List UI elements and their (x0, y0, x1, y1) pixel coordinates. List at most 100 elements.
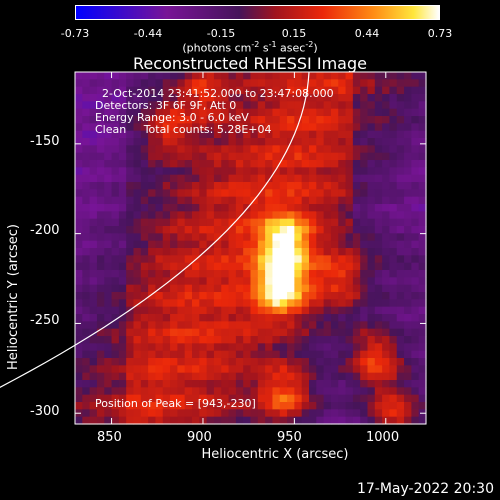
heatmap-cell (228, 86, 237, 95)
heatmap-cell (162, 101, 171, 110)
heatmap-cell (330, 402, 339, 410)
heatmap-cell (360, 116, 369, 124)
heatmap-cell (206, 101, 215, 110)
heatmap-cell (287, 270, 295, 278)
heatmap-cell (272, 240, 281, 249)
heatmap-cell (257, 138, 266, 146)
heatmap-cell (235, 160, 244, 168)
heatmap-cell (279, 277, 288, 286)
heatmap-cell (213, 196, 222, 205)
heatmap-cell (404, 306, 412, 315)
heatmap-cell (396, 167, 405, 176)
heatmap-cell (75, 174, 83, 183)
heatmap-cell (206, 416, 215, 425)
heatmap-cell (170, 182, 178, 190)
heatmap-cell (111, 416, 120, 425)
heatmap-cell (111, 270, 120, 278)
heatmap-cell (272, 72, 281, 80)
heatmap-cell (389, 306, 398, 315)
heatmap-cell (155, 79, 164, 88)
heatmap-cell (374, 101, 383, 110)
heatmap-cell (111, 262, 120, 271)
heatmap-cell (418, 270, 427, 278)
heatmap-cell (89, 350, 98, 359)
heatmap-cell (294, 343, 303, 352)
heatmap-cell (170, 123, 178, 132)
heatmap-cell (294, 409, 303, 418)
heatmap-cell (374, 226, 383, 234)
heatmap-cell (111, 116, 120, 124)
heatmap-cell (126, 350, 135, 359)
heatmap-cell (206, 204, 215, 212)
heatmap-cell (352, 152, 361, 161)
heatmap-cell (170, 387, 178, 396)
heatmap-cell (338, 380, 347, 388)
heatmap-cell (374, 387, 383, 396)
heatmap-cell (96, 416, 105, 425)
heatmap-cell (96, 306, 105, 315)
heatmap-cell (199, 380, 208, 388)
heatmap-cell (126, 123, 135, 132)
heatmap-cell (243, 394, 252, 403)
heatmap-cell (250, 387, 259, 396)
heatmap-cell (228, 321, 237, 330)
heatmap-cell (374, 108, 383, 117)
heatmap-cell (265, 226, 274, 234)
heatmap-cell (345, 145, 354, 154)
heatmap-cell (140, 138, 149, 146)
y-axis-label: Heliocentric Y (arcsec) (6, 224, 21, 370)
heatmap-cell (411, 116, 420, 124)
heatmap-cell (89, 138, 98, 146)
heatmap-cell (352, 86, 361, 95)
heatmap-cell (374, 277, 383, 286)
heatmap-cell (418, 336, 427, 344)
heatmap-cell (323, 130, 332, 139)
heatmap-cell (411, 189, 420, 198)
heatmap-cell (133, 94, 142, 102)
heatmap-cell (89, 233, 98, 242)
heatmap-cell (265, 270, 274, 278)
heatmap-cell (294, 218, 303, 227)
heatmap-cell (418, 138, 427, 146)
heatmap-cell (316, 211, 325, 220)
heatmap-cell (389, 233, 398, 242)
heatmap-cell (155, 108, 164, 117)
heatmap-cell (418, 116, 427, 124)
heatmap-cell (418, 211, 427, 220)
heatmap-cell (192, 328, 200, 337)
heatmap-cell (338, 350, 347, 359)
heatmap-cell (213, 116, 222, 124)
heatmap-cell (345, 387, 354, 396)
heatmap-cell (279, 321, 288, 330)
heatmap-cell (206, 350, 215, 359)
heatmap-cell (206, 167, 215, 176)
heatmap-cell (126, 372, 135, 381)
heatmap-cell (330, 196, 339, 205)
heatmap-cell (235, 101, 244, 110)
heatmap-cell (330, 314, 339, 322)
heatmap-cell (404, 277, 412, 286)
heatmap-cell (360, 152, 369, 161)
heatmap-cell (133, 72, 142, 80)
heatmap-cell (243, 218, 252, 227)
heatmap-cell (126, 387, 135, 396)
heatmap-cell (199, 138, 208, 146)
heatmap-cell (221, 94, 230, 102)
heatmap-cell (316, 387, 325, 396)
heatmap-cell (411, 292, 420, 300)
heatmap-cell (272, 116, 281, 124)
heatmap-cell (330, 101, 339, 110)
heatmap-cell (148, 270, 157, 278)
heatmap-cell (177, 211, 186, 220)
heatmap-cell (170, 372, 178, 381)
heatmap-cell (404, 416, 412, 425)
heatmap-cell (301, 255, 310, 264)
heatmap-cell (250, 321, 259, 330)
heatmap-cell (184, 336, 193, 344)
heatmap-cell (206, 394, 215, 403)
heatmap-cell (170, 328, 178, 337)
heatmap-cell (316, 402, 325, 410)
heatmap-cell (75, 343, 83, 352)
heatmap-cell (411, 108, 420, 117)
heatmap-cell (323, 314, 332, 322)
